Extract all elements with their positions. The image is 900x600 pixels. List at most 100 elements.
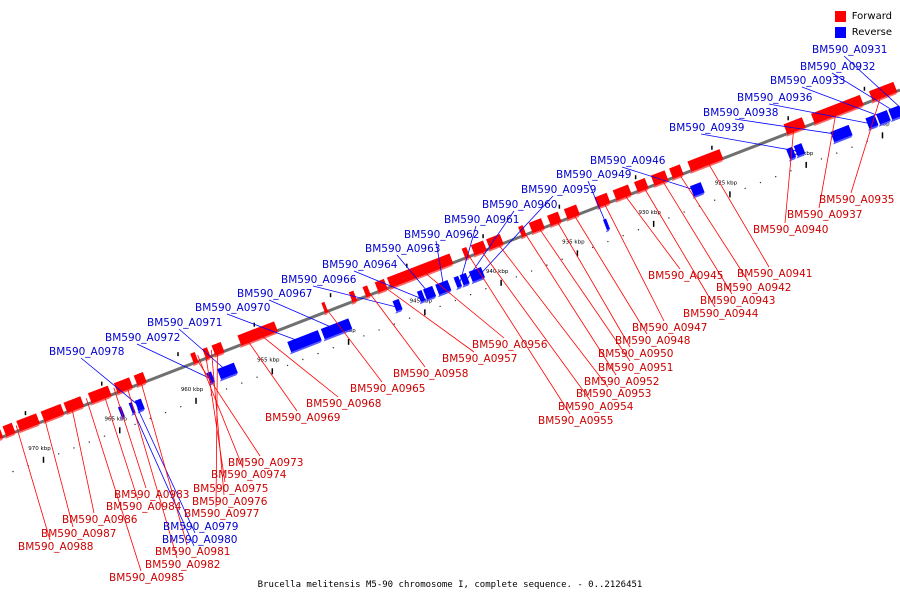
gene-label[interactable]: BM590_A0952 bbox=[584, 376, 659, 388]
gene-label[interactable]: BM590_A0966 bbox=[281, 274, 357, 286]
gene-label[interactable]: BM590_A0983 bbox=[114, 489, 189, 501]
gene-label[interactable]: BM590_A0965 bbox=[350, 383, 425, 395]
gene-label[interactable]: BM590_A0986 bbox=[62, 514, 138, 526]
gene-label[interactable]: BM590_A0942 bbox=[716, 282, 791, 294]
gene-label[interactable]: BM590_A0964 bbox=[322, 259, 398, 271]
gene-label[interactable]: BM590_A0947 bbox=[632, 322, 707, 334]
label-connector-line bbox=[478, 246, 591, 401]
label-connector-line bbox=[554, 216, 631, 348]
gene-label[interactable]: BM590_A0961 bbox=[444, 214, 519, 226]
label-connector-line bbox=[244, 336, 298, 412]
gene-label[interactable]: BM590_A0951 bbox=[598, 362, 673, 374]
ruler-tick-label: 925 kbp bbox=[715, 180, 738, 186]
gene-label[interactable]: BM590_A0976 bbox=[192, 496, 268, 508]
gene-label[interactable]: BM590_A0933 bbox=[770, 75, 845, 87]
forward-gene bbox=[2, 422, 16, 437]
gene-label[interactable]: BM590_A0982 bbox=[145, 559, 220, 571]
label-connector-line bbox=[85, 398, 142, 572]
reverse-gene bbox=[423, 285, 437, 300]
gene-label[interactable]: BM590_A0941 bbox=[737, 268, 812, 280]
gene-shading bbox=[377, 289, 388, 295]
gene-label[interactable]: BM590_A0962 bbox=[404, 229, 479, 241]
gene-shading bbox=[395, 309, 403, 314]
ruler-minor-tick bbox=[591, 246, 594, 249]
gene-label[interactable]: BM590_A0958 bbox=[393, 368, 468, 380]
gene-label[interactable]: BM590_A0980 bbox=[162, 534, 237, 546]
gene-label[interactable]: BM590_A0953 bbox=[576, 388, 651, 400]
gene-label[interactable]: BM590_A0932 bbox=[800, 61, 875, 73]
gene-shading bbox=[419, 300, 426, 305]
gene-label[interactable]: BM590_A0946 bbox=[590, 155, 666, 167]
label-connector-line bbox=[435, 240, 445, 290]
gene-label[interactable]: BM590_A0984 bbox=[106, 501, 182, 513]
ruler-minor-tick bbox=[469, 293, 472, 296]
label-connector-line bbox=[705, 158, 770, 268]
gene-label[interactable]: BM590_A0973 bbox=[228, 457, 303, 469]
gene-label[interactable]: BM590_A0935 bbox=[819, 194, 894, 206]
gene-label[interactable]: BM590_A0978 bbox=[49, 346, 124, 358]
gene-label[interactable]: BM590_A0945 bbox=[648, 270, 723, 282]
reverse-gene bbox=[830, 124, 853, 143]
reverse-gene bbox=[320, 318, 353, 340]
gene-label[interactable]: BM590_A0959 bbox=[521, 184, 596, 196]
forward-gene bbox=[374, 278, 388, 293]
ruler-minor-tick bbox=[515, 276, 518, 278]
gene-label[interactable]: BM590_A0940 bbox=[753, 224, 828, 236]
gene-shading bbox=[351, 300, 358, 305]
label-connector-line bbox=[70, 404, 95, 514]
label-connector-line bbox=[80, 357, 141, 408]
gene-label[interactable]: BM590_A0970 bbox=[195, 302, 270, 314]
ruler-tick: 925 kbp bbox=[715, 180, 738, 198]
gene-label[interactable]: BM590_A0977 bbox=[184, 508, 259, 520]
gene-label[interactable]: BM590_A0969 bbox=[265, 412, 340, 424]
ruler-minor-tick bbox=[256, 376, 258, 378]
gene-shading bbox=[324, 312, 329, 316]
gene-label[interactable]: BM590_A0985 bbox=[109, 572, 184, 584]
gene-label[interactable]: BM590_A0944 bbox=[683, 308, 759, 320]
label-connector-line bbox=[676, 169, 749, 282]
ruler-minor-tick bbox=[408, 317, 411, 319]
gene-shading bbox=[214, 352, 225, 359]
ruler-minor-tick bbox=[607, 240, 609, 243]
gene-label[interactable]: BM590_A0979 bbox=[163, 521, 238, 533]
label-connector-line bbox=[102, 391, 139, 501]
gene-label[interactable]: BM590_A0981 bbox=[155, 546, 230, 558]
forward-gene bbox=[113, 377, 134, 394]
legend-forward-label: Forward bbox=[851, 10, 892, 22]
gene-shading bbox=[90, 395, 112, 406]
gene-label[interactable]: BM590_A0971 bbox=[147, 317, 222, 329]
gene-label[interactable]: BM590_A0948 bbox=[615, 335, 690, 347]
gene-label[interactable]: BM590_A0956 bbox=[472, 339, 548, 351]
gene-label[interactable]: BM590_A0963 bbox=[365, 243, 440, 255]
forward-gene bbox=[687, 149, 724, 172]
gene-label[interactable]: BM590_A0931 bbox=[812, 44, 887, 56]
gene-shading bbox=[531, 228, 545, 236]
gene-label[interactable]: BM590_A0967 bbox=[237, 288, 312, 300]
label-connector-line bbox=[768, 103, 873, 125]
gene-label[interactable]: BM590_A0936 bbox=[737, 92, 813, 104]
label-connector-line bbox=[215, 347, 218, 508]
gene-label[interactable]: BM590_A0968 bbox=[306, 398, 381, 410]
gene-label[interactable]: BM590_A0957 bbox=[442, 353, 517, 365]
gene-label[interactable]: BM590_A0960 bbox=[482, 199, 557, 211]
gene-label[interactable]: BM590_A0937 bbox=[787, 209, 862, 221]
gene-label[interactable]: BM590_A0954 bbox=[558, 401, 634, 413]
forward-gene bbox=[348, 290, 358, 303]
gene-label[interactable]: BM590_A0988 bbox=[18, 541, 93, 553]
forward-gene bbox=[237, 321, 278, 346]
gene-shading bbox=[605, 228, 611, 233]
gene-label[interactable]: BM590_A0939 bbox=[669, 122, 744, 134]
gene-label[interactable]: BM590_A0975 bbox=[193, 483, 268, 495]
gene-label[interactable]: BM590_A0987 bbox=[41, 528, 116, 540]
gene-label[interactable]: BM590_A0943 bbox=[700, 295, 775, 307]
gene-label[interactable]: BM590_A0949 bbox=[556, 169, 631, 181]
gene-label[interactable]: BM590_A0974 bbox=[211, 469, 287, 481]
gene-shading bbox=[566, 214, 581, 222]
label-connector-line bbox=[139, 377, 188, 546]
gene-label[interactable]: BM590_A0972 bbox=[105, 332, 180, 344]
label-connector-line bbox=[465, 210, 515, 282]
gene-label[interactable]: BM590_A0955 bbox=[538, 415, 613, 427]
ruler-minor-tick bbox=[180, 405, 182, 408]
gene-label[interactable]: BM590_A0950 bbox=[598, 348, 673, 360]
gene-label[interactable]: BM590_A0938 bbox=[703, 107, 778, 119]
